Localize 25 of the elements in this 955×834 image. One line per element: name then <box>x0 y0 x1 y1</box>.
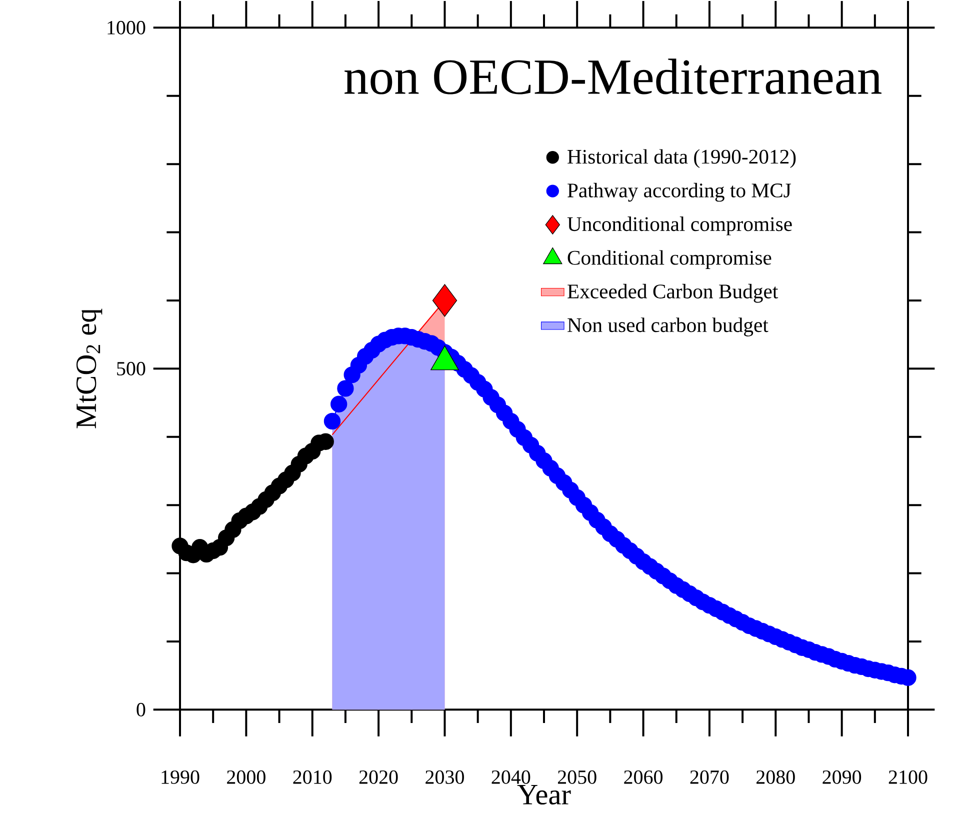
legend-label: Unconditional compromise <box>567 216 792 236</box>
x-tick-label: 2040 <box>492 770 530 784</box>
y-axis-title: MtCO$_{2}$ eq <box>76 308 102 428</box>
x-tick-label: 1990 <box>162 770 200 784</box>
legend-label: Conditional compromise <box>568 250 772 270</box>
x-tick-label: 2080 <box>756 770 795 784</box>
legend-label: Historical data (1990-2012) <box>568 149 796 168</box>
x-tick-label: 2030 <box>426 770 464 784</box>
x-tick-label: 2020 <box>359 770 398 784</box>
point <box>432 284 458 317</box>
x-tick-label: 2070 <box>690 770 729 784</box>
y-tick-label: 1000 <box>108 21 146 35</box>
y-tick-label: 0 <box>136 703 146 717</box>
x-tick-label: 2090 <box>822 770 862 784</box>
legend-label: Non used carbon budget <box>568 318 768 337</box>
chart-title: non OECD-Mediterranean <box>344 58 882 94</box>
x-tick-label: 2000 <box>227 770 266 784</box>
x-tick-label: 2060 <box>624 770 663 784</box>
x-tick-label: 2010 <box>293 770 332 784</box>
legend-label: Pathway according to MCJ <box>568 183 791 202</box>
x-tick-label: 2100 <box>888 770 928 784</box>
y-tick-label: 500 <box>117 362 146 376</box>
legend-label: Exceeded Carbon Budget <box>568 284 778 303</box>
x-tick-label: 2050 <box>558 770 596 784</box>
x-axis-title: Year <box>517 785 571 805</box>
